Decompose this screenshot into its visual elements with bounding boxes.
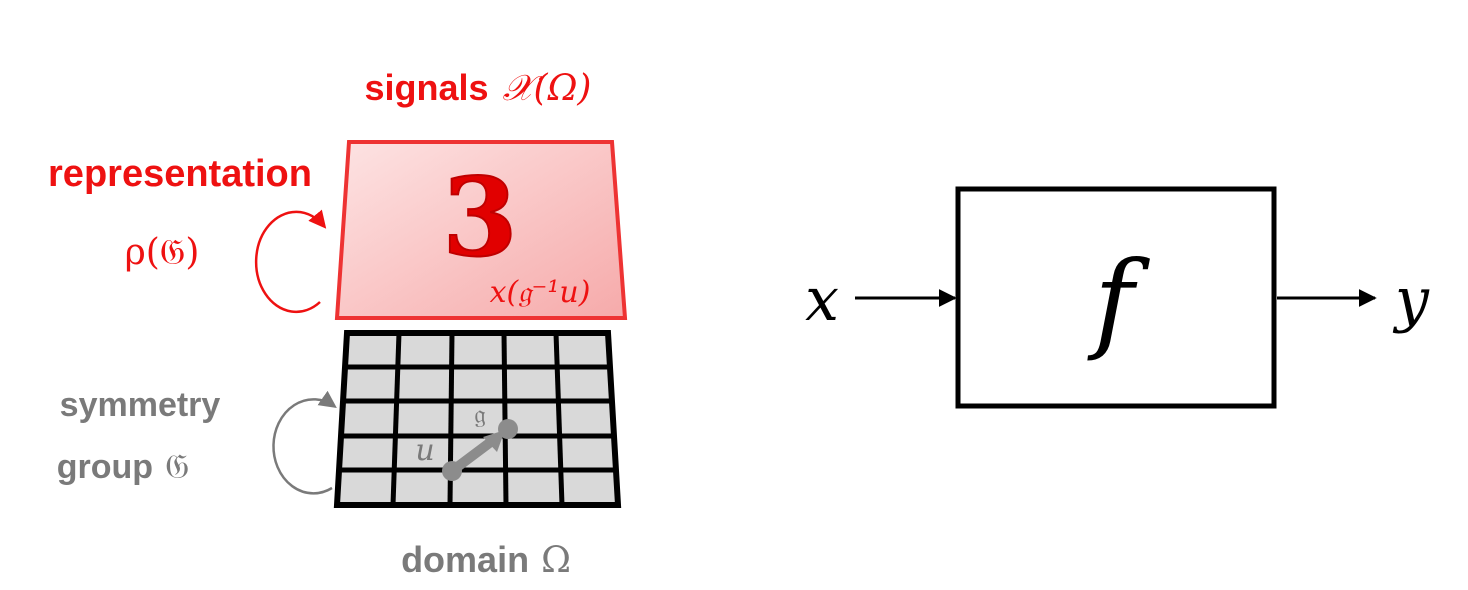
domain-grid <box>333 330 622 508</box>
group-word: group <box>57 448 153 486</box>
group-action-arrow <box>442 419 518 481</box>
domain-word: domain <box>401 539 529 580</box>
input-variable: x <box>805 265 839 335</box>
representation-label: representation <box>48 153 312 195</box>
output-variable: y <box>1392 265 1430 335</box>
domain-symbol: Ω <box>541 540 571 581</box>
transformed-signal-label: x(𝔤⁻¹u) <box>490 275 591 310</box>
grid-horizontal-lines <box>339 364 616 473</box>
u-point-label: u <box>415 433 434 468</box>
symmetry-label: symmetry <box>60 386 221 424</box>
group-label: group 𝔊 <box>57 447 190 487</box>
representation-cycle-arrow <box>254 209 327 314</box>
function-box <box>955 186 1277 409</box>
group-symbol: 𝔊 <box>165 447 189 487</box>
signals-word: signals <box>365 67 489 108</box>
signals-symbol: 𝒳(Ω) <box>503 68 592 109</box>
domain-label: domain Ω <box>401 539 571 581</box>
signal-plane <box>334 140 628 320</box>
symmetry-cycle-arrow <box>272 390 337 495</box>
grid-vertical-lines <box>390 332 565 506</box>
rho-label: ρ(𝔊) <box>125 232 200 273</box>
g-element-label: 𝔤 <box>474 400 486 430</box>
signals-title: signals 𝒳(Ω) <box>365 67 592 109</box>
digit-three: 3 <box>442 155 517 281</box>
